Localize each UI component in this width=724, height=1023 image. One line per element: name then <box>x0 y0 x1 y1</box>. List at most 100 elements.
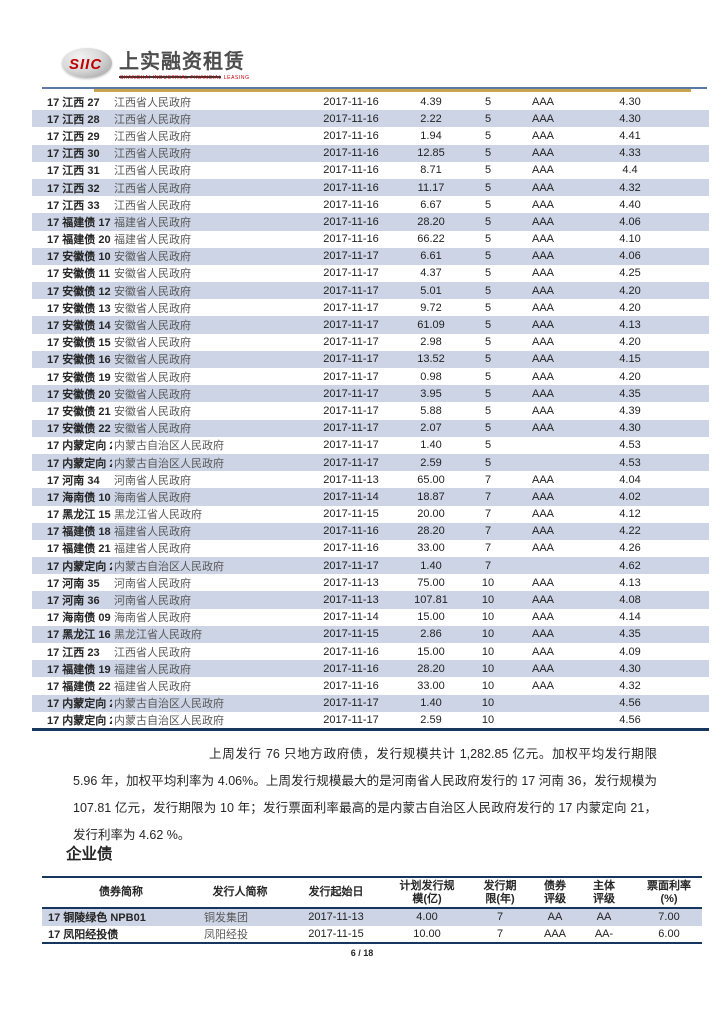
coupon-cell: 4.22 <box>619 525 641 538</box>
coupon-cell: 4.20 <box>619 370 641 383</box>
term-cell: 5 <box>484 129 492 142</box>
issuer-cell: 安徽省人民政府 <box>114 302 191 315</box>
gov-bond-row: 17 内蒙定向 23 内蒙古自治区人民政府 2017-11-17 2.59 5 … <box>32 453 709 472</box>
term-cell: 7 <box>484 490 492 503</box>
bond-name-cell: 17 福建债 19 <box>47 663 111 676</box>
issue-date-cell: 2017-11-17 <box>323 267 379 280</box>
issuer-cell: 江西省人民政府 <box>114 646 191 659</box>
issue-size-cell: 1.40 <box>420 439 442 452</box>
issue-date-cell: 2017-11-17 <box>323 387 379 400</box>
issue-size-cell: 2.59 <box>420 713 442 726</box>
gov-bond-row: 17 海南债 09 海南省人民政府 2017-11-14 15.00 10 AA… <box>32 609 709 626</box>
term-cell: 5 <box>484 439 492 452</box>
issue-date-cell: 2017-11-16 <box>323 147 379 160</box>
column-header: 发行起始日 <box>280 877 392 909</box>
term-cell: 5 <box>484 267 492 280</box>
coupon-cell: 4.30 <box>619 95 641 108</box>
filler-cell <box>682 695 709 712</box>
bond-name-cell: 17 安徽债 16 <box>47 354 111 367</box>
bond-name-cell: 17 福建债 17 <box>47 216 111 229</box>
term-cell: 5 <box>484 301 492 314</box>
issuer-cell: 安徽省人民政府 <box>114 371 191 384</box>
gov-bond-table: 17 江西 27 江西省人民政府 2017-11-16 4.39 5 AAA 4… <box>32 93 709 731</box>
term-cell: 7 <box>484 559 492 572</box>
coupon-cell: 4.30 <box>619 422 641 435</box>
filler-cell <box>682 334 709 351</box>
header-rule-blue-line <box>42 87 707 89</box>
coupon-cell: 4.39 <box>619 404 641 417</box>
bond-name-cell: 17 江西 32 <box>47 182 100 195</box>
column-header: 票面利率 (%) <box>636 877 702 909</box>
gov-bond-row: 17 安徽债 15 安徽省人民政府 2017-11-17 2.98 5 AAA … <box>32 334 709 351</box>
issuer-cell: 江西省人民政府 <box>114 165 191 178</box>
bond-name-cell: 17 江西 28 <box>47 113 100 126</box>
issuer-cell: 安徽省人民政府 <box>114 268 191 281</box>
filler-cell <box>682 660 709 677</box>
rating-cell: AAA <box>531 370 554 383</box>
coupon-cell: 4.02 <box>619 490 641 503</box>
bond-name-cell: 17 河南 34 <box>47 474 100 487</box>
bond-name-cell: 17 安徽债 15 <box>47 337 111 350</box>
term-cell: 10 <box>481 662 495 675</box>
bond-name-cell: 17 内蒙定向 20 <box>47 440 112 453</box>
siic-wordmark: SIIC <box>69 56 103 73</box>
coupon-cell: 4.41 <box>619 129 641 142</box>
term-cell: 10 <box>481 645 495 658</box>
issue-date-cell: 2017-11-17 <box>323 456 379 469</box>
term-cell: 5 <box>484 250 492 263</box>
gov-bond-row: 17 福建债 18 福建省人民政府 2017-11-16 28.20 7 AAA… <box>32 522 709 540</box>
coupon-cell: 4.30 <box>619 662 641 675</box>
bond-name-cell: 17 海南债 09 <box>47 612 111 625</box>
issue-size-cell: 75.00 <box>417 576 445 589</box>
filler-cell <box>682 213 709 230</box>
rating-cell: AAA <box>531 250 554 263</box>
issuer-cell: 内蒙古自治区人民政府 <box>114 560 224 573</box>
issuer-cell: 内蒙古自治区人民政府 <box>114 440 224 453</box>
issue-size-cell: 28.20 <box>417 215 445 228</box>
issue-size-cell: 33.00 <box>417 542 445 555</box>
bond-name-cell: 17 安徽债 13 <box>47 302 111 315</box>
issuer-cell: 河南省人民政府 <box>114 474 191 487</box>
issuer-cell: 凤阳经投 <box>204 928 248 941</box>
filler-cell <box>682 179 709 196</box>
rating-cell: AAA <box>531 353 554 366</box>
term-cell: 5 <box>484 456 492 469</box>
bond-name-cell: 17 黑龙江 15 <box>47 509 111 522</box>
term-cell: 5 <box>484 198 492 211</box>
bond-name-cell: 17 内蒙定向 21 <box>47 560 112 573</box>
issue-size-cell: 15.00 <box>417 645 445 658</box>
gov-bond-row: 17 福建债 19 福建省人民政府 2017-11-16 28.20 10 AA… <box>32 660 709 678</box>
issuer-cell: 黑龙江省人民政府 <box>114 629 202 642</box>
gov-bond-row: 17 内蒙定向 24 内蒙古自治区人民政府 2017-11-17 2.59 10… <box>32 712 709 730</box>
issue-date-cell: 2017-11-16 <box>323 542 379 555</box>
bond-name-cell: 17 福建债 20 <box>47 234 111 247</box>
term-cell: 5 <box>484 284 492 297</box>
coupon-cell: 4.15 <box>619 353 641 366</box>
coupon-rate-cell: 7.00 <box>658 911 680 924</box>
issue-date-cell: 2017-11-13 <box>323 576 379 589</box>
issue-size-cell: 13.52 <box>417 353 445 366</box>
issuer-cell: 安徽省人民政府 <box>114 320 191 333</box>
filler-cell <box>682 506 709 523</box>
rating-cell: AAA <box>531 147 554 160</box>
column-header: 发行期 限(年) <box>462 877 538 909</box>
rating-cell <box>508 557 578 574</box>
filler-cell <box>682 557 709 574</box>
issuer-cell: 安徽省人民政府 <box>114 251 191 264</box>
coupon-cell: 4.32 <box>619 181 641 194</box>
issue-size-cell: 20.00 <box>417 508 445 521</box>
term-cell: 7 <box>484 525 492 538</box>
coupon-cell: 4.33 <box>619 147 641 160</box>
filler-cell <box>682 385 709 402</box>
rating-cell: AAA <box>531 473 554 486</box>
issue-size-cell: 10.00 <box>413 927 441 940</box>
rating-cell: AAA <box>531 112 554 125</box>
coupon-cell: 4.30 <box>619 112 641 125</box>
term-cell: 5 <box>484 181 492 194</box>
rating-cell: AAA <box>531 490 554 503</box>
bond-name-cell: 17 河南 35 <box>47 577 100 590</box>
term-cell: 5 <box>484 336 492 349</box>
filler-cell <box>682 609 709 626</box>
page-number: 6 / 18 <box>350 948 374 958</box>
